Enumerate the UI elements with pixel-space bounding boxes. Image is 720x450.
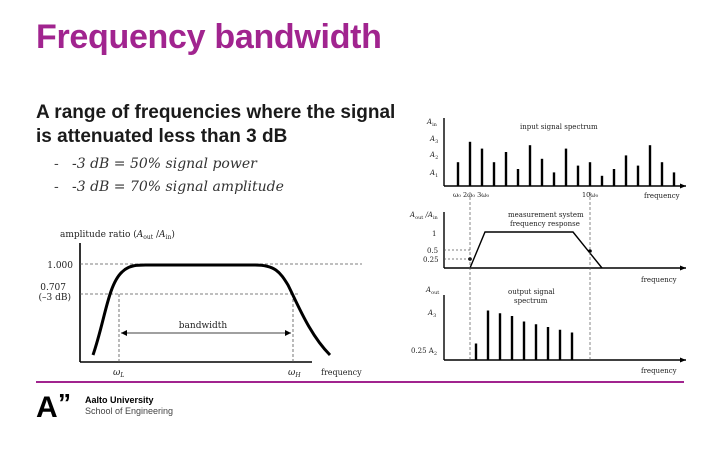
mid-xlabel: frequency: [641, 276, 677, 284]
output-spectrum-panel: Aout output signal spectrum A3 0.25 A2 f…: [411, 286, 686, 375]
bot-ylabel: Aout: [425, 286, 439, 296]
logo-quote-mark: ”: [58, 388, 71, 418]
mid-marker-high: [588, 249, 592, 253]
left-ylabel: amplitude ratio (Aout /Ain): [60, 229, 175, 241]
mid-tick-025: 0.25: [423, 256, 439, 264]
top-tick-a2: A2: [429, 151, 438, 161]
mid-title-line1: measurement system: [508, 211, 584, 219]
bot-tick-a3: A3: [427, 309, 436, 319]
bandwidth-arrow-left-head: [121, 330, 127, 336]
bot-xlabel: frequency: [641, 367, 677, 375]
bot-title-line2: spectrum: [514, 297, 548, 305]
spectrum-figure: input signal spectrum Ain A3 A2 A1 ω₀ 2ω…: [409, 118, 686, 375]
mid-tick-1: 1: [432, 230, 436, 238]
tick-0707: 0.707: [40, 283, 66, 293]
top-title: input signal spectrum: [520, 123, 598, 131]
footer-divider: [36, 381, 684, 383]
logo-letter: A: [36, 391, 58, 424]
bullet-dash: -: [54, 156, 59, 172]
omega-h-label: ωH: [288, 368, 301, 379]
top-x-arrow: [680, 183, 686, 189]
frequency-response-panel: Aout /Ain measurement system frequency r…: [409, 211, 686, 284]
slide-lead-text: A range of frequencies where the signal …: [36, 102, 396, 147]
bot-title-line1: output signal: [508, 288, 556, 296]
bot-x-arrow: [680, 357, 686, 363]
mid-ylabel: Aout /Ain: [409, 211, 439, 221]
bullet-item: - -3 dB = 50% signal power: [54, 153, 284, 176]
omega-l-label: ωL: [113, 368, 124, 379]
top-xlabel: frequency: [644, 192, 680, 200]
top-tick-a1: A1: [429, 169, 438, 179]
tick-3db: (–3 dB): [39, 292, 71, 303]
university-name: Aalto University: [85, 395, 154, 405]
bullet-text: -3 dB = 70% signal amplitude: [72, 179, 284, 195]
bullet-item: - -3 dB = 70% signal amplitude: [54, 176, 284, 199]
bullet-list: - -3 dB = 50% signal power - -3 dB = 70% s…: [54, 153, 284, 199]
frequency-response-curve: [91, 263, 332, 357]
bullet-text: -3 dB = 50% signal power: [72, 156, 257, 172]
bullet-dash: -: [54, 179, 59, 195]
top-tick-a3: A3: [429, 135, 438, 145]
slide-title: Frequency bandwidth: [36, 18, 382, 56]
bandwidth-label: bandwidth: [179, 321, 228, 331]
bandwidth-arrow-right-head: [285, 330, 291, 336]
measurement-response-curve: [469, 231, 603, 269]
school-name: School of Engineering: [85, 406, 174, 416]
left-xlabel: frequency: [321, 368, 362, 377]
bot-tick-025a2: 0.25 A2: [411, 347, 437, 357]
mid-tick-05: 0.5: [427, 247, 438, 255]
mid-x-arrow: [680, 265, 686, 271]
mid-title-line2: frequency response: [510, 220, 580, 228]
bandwidth-figure: amplitude ratio (Aout /Ain) 1.000 0.707 …: [39, 229, 363, 379]
input-spectrum-panel: input signal spectrum Ain A3 A2 A1 ω₀ 2ω…: [426, 118, 686, 200]
top-tick-ain: Ain: [426, 118, 438, 128]
university-text: Aalto University School of Engineering: [85, 395, 173, 417]
top-xtick-harmonics: ω₀ 2ω₀ 3ω₀: [453, 191, 490, 199]
tick-1000: 1.000: [47, 261, 73, 271]
